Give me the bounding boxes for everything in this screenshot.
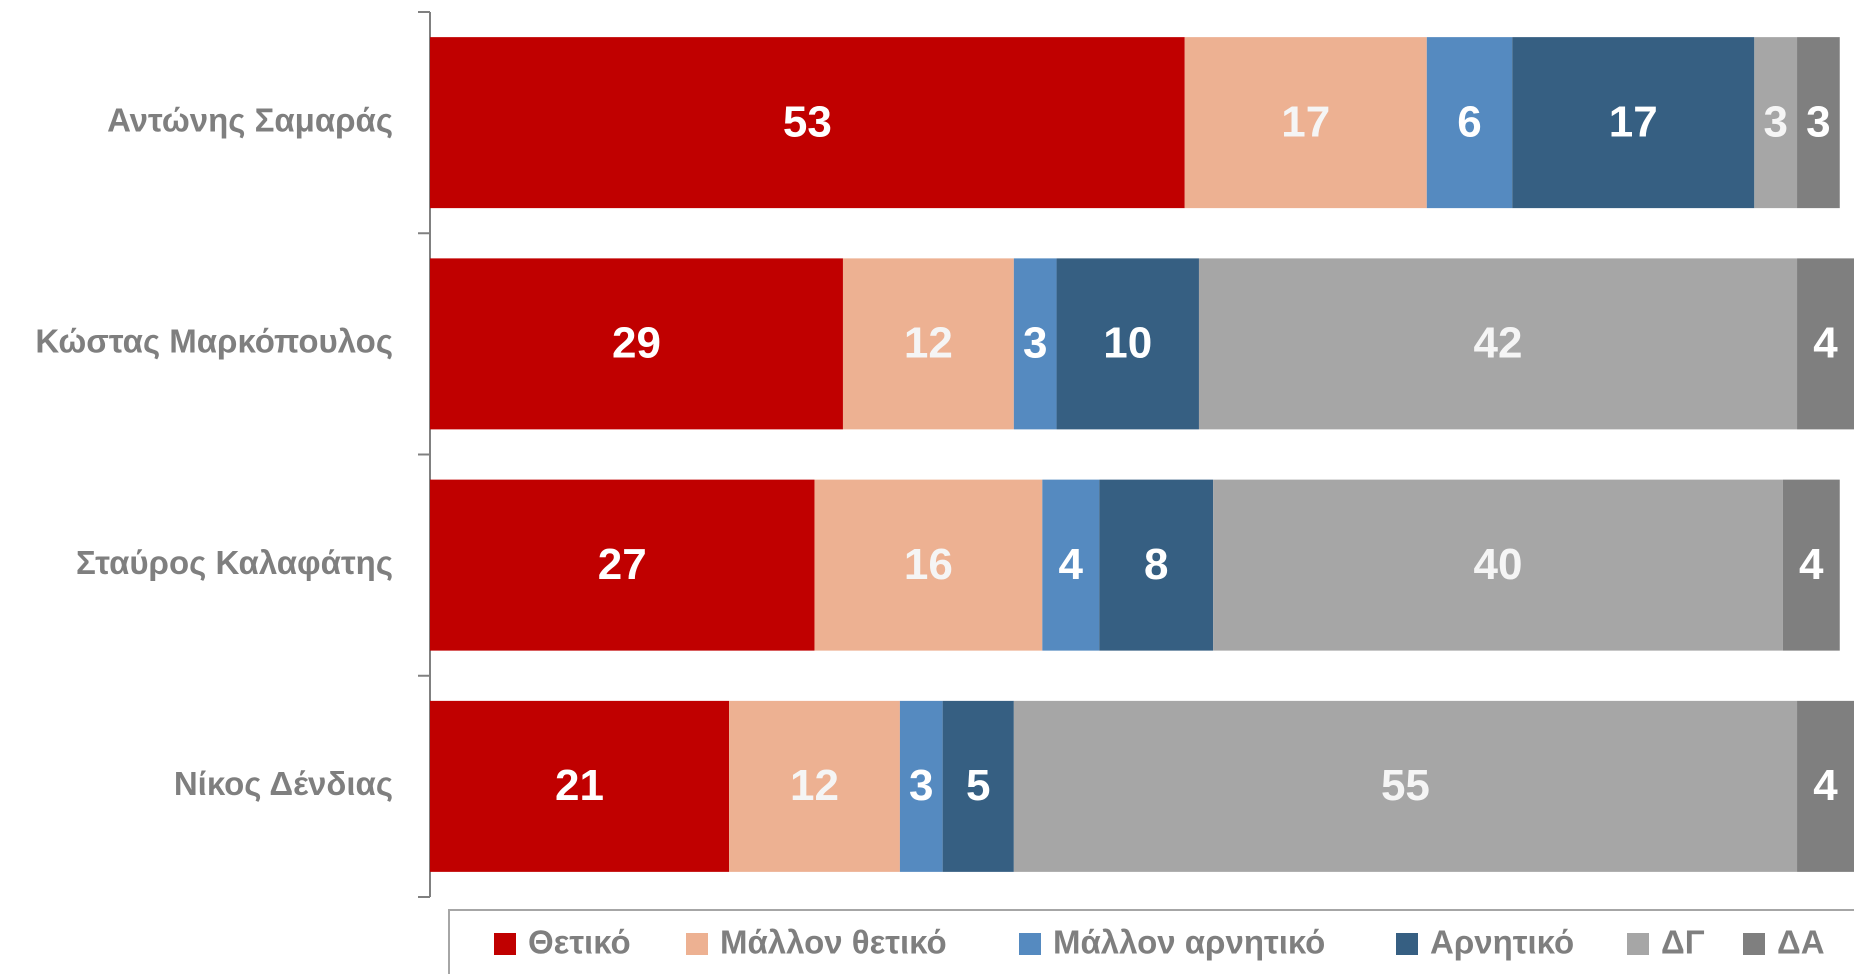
value-label: 10 bbox=[1103, 319, 1152, 368]
category-label: Σταύρος Καλαφάτης bbox=[76, 544, 393, 581]
bar-segment bbox=[729, 700, 900, 872]
value-label: 55 bbox=[1381, 761, 1430, 810]
value-label: 16 bbox=[904, 540, 953, 589]
bar-segment bbox=[1184, 37, 1427, 209]
legend-swatch bbox=[1627, 933, 1649, 955]
legend-swatch bbox=[1019, 933, 1041, 955]
legend-label: ΔΑ bbox=[1777, 924, 1825, 961]
bar-segment bbox=[1099, 479, 1214, 651]
value-label: 8 bbox=[1144, 540, 1168, 589]
value-label: 21 bbox=[555, 761, 604, 810]
legend-swatch bbox=[1396, 933, 1418, 955]
value-label: 4 bbox=[1813, 761, 1838, 810]
bar-segment bbox=[1042, 479, 1100, 651]
legend-swatch bbox=[494, 933, 516, 955]
legend-label: Μάλλον αρνητικό bbox=[1053, 924, 1325, 961]
bar-segment bbox=[942, 700, 1014, 872]
legend-swatch bbox=[1743, 933, 1765, 955]
value-label: 17 bbox=[1281, 97, 1330, 146]
value-label: 3 bbox=[1806, 97, 1830, 146]
value-label: 29 bbox=[612, 319, 661, 368]
bar-segment bbox=[1013, 258, 1057, 430]
bar-segment bbox=[1013, 700, 1798, 872]
bar-segment bbox=[899, 700, 943, 872]
legend-label: Θετικό bbox=[528, 924, 631, 961]
bar-segment bbox=[430, 700, 730, 872]
value-label: 4 bbox=[1813, 319, 1838, 368]
legend-label: ΔΓ bbox=[1661, 924, 1705, 961]
bar-segment bbox=[1512, 37, 1755, 209]
legend-box bbox=[448, 909, 1854, 974]
bar-segment bbox=[430, 258, 843, 430]
value-label: 40 bbox=[1474, 540, 1523, 589]
bar-segment bbox=[1213, 479, 1783, 651]
value-label: 3 bbox=[1023, 319, 1047, 368]
value-label: 4 bbox=[1059, 540, 1084, 589]
bar-segment bbox=[1782, 479, 1840, 651]
legend-label: Αρνητικό bbox=[1430, 924, 1574, 961]
value-label: 3 bbox=[909, 761, 933, 810]
bar-segment bbox=[430, 37, 1185, 209]
bar-segment bbox=[1198, 258, 1798, 430]
bar-segment bbox=[1426, 37, 1513, 209]
bar-segment bbox=[1754, 37, 1798, 209]
bar-segment bbox=[1056, 258, 1199, 430]
value-label: 12 bbox=[904, 319, 953, 368]
category-label: Νίκος Δένδιας bbox=[174, 765, 393, 802]
value-label: 53 bbox=[783, 97, 832, 146]
category-label: Κώστας Μαρκόπουλος bbox=[35, 323, 393, 360]
bar-segment bbox=[1797, 37, 1840, 209]
value-label: 6 bbox=[1457, 97, 1481, 146]
value-label: 4 bbox=[1799, 540, 1824, 589]
bar-segment bbox=[430, 479, 815, 651]
value-label: 42 bbox=[1474, 319, 1523, 368]
value-label: 27 bbox=[598, 540, 647, 589]
bar-segment bbox=[1797, 700, 1854, 872]
value-label: 17 bbox=[1609, 97, 1658, 146]
legend-label: Μάλλον θετικό bbox=[720, 924, 947, 961]
value-label: 3 bbox=[1763, 97, 1787, 146]
category-label: Αντώνης Σαμαράς bbox=[107, 101, 393, 138]
bar-segment bbox=[814, 479, 1043, 651]
value-label: 12 bbox=[790, 761, 839, 810]
bar-segment bbox=[1797, 258, 1854, 430]
legend-swatch bbox=[686, 933, 708, 955]
bar-segment bbox=[842, 258, 1014, 430]
value-label: 5 bbox=[966, 761, 990, 810]
